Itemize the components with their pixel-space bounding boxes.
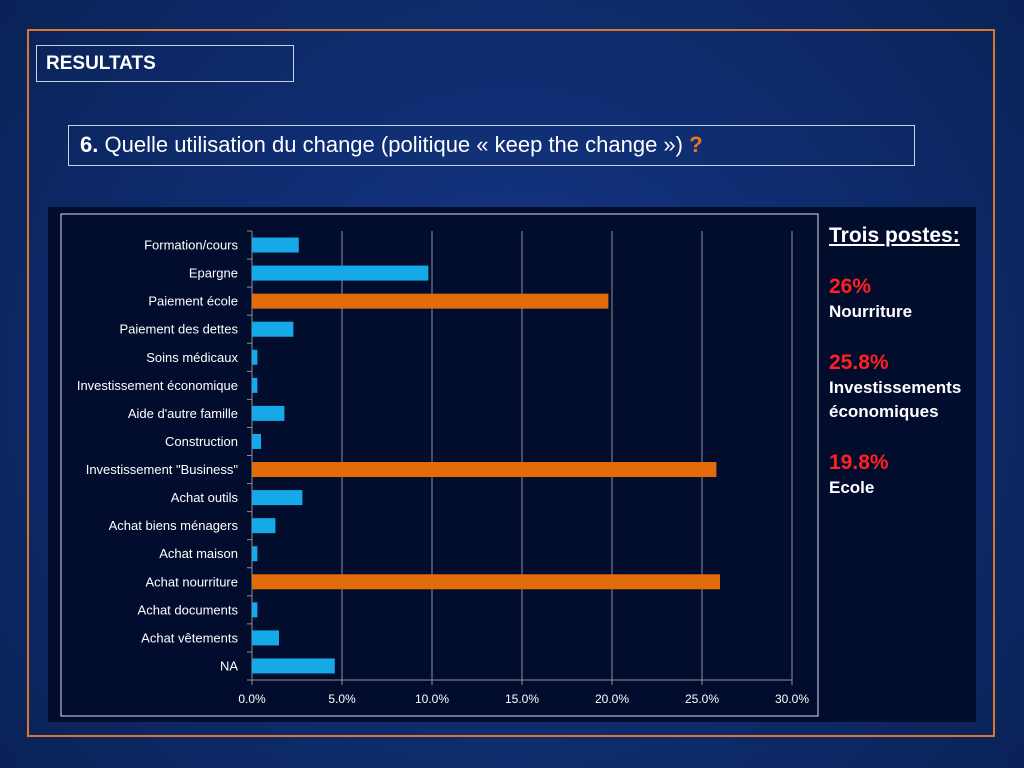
x-tick-label: 25.0% (685, 692, 719, 706)
bar (252, 349, 258, 365)
category-label: Investissement "Business" (86, 462, 239, 477)
summary-panel: Trois postes: 26% Nourriture 25.8% Inves… (829, 224, 979, 500)
x-tick-label: 15.0% (505, 692, 539, 706)
bar (252, 433, 261, 449)
category-label: Achat vêtements (141, 630, 238, 645)
x-tick-labels: 0.0% 5.0% 10.0% 15.0% 20.0% 25.0% 30.0% (238, 692, 809, 706)
bar (252, 490, 303, 506)
bar (252, 377, 258, 393)
summary-percent: 19.8% (829, 451, 889, 474)
summary-percent: 25.8% (829, 351, 889, 374)
category-label: Paiement des dettes (119, 322, 238, 337)
category-label: Achat documents (138, 602, 239, 617)
bars (252, 237, 720, 674)
bar (252, 630, 279, 646)
bar (252, 602, 258, 618)
summary-item: 25.8% Investissements économiques (829, 350, 979, 424)
bar (252, 546, 258, 562)
summary-title: Trois postes: (829, 224, 960, 247)
bar (252, 405, 285, 421)
category-label: Achat nourriture (146, 574, 239, 589)
category-label: Epargne (189, 266, 238, 281)
category-label: Achat outils (171, 490, 239, 505)
chart-panel: Formation/cours Epargne Paiement école Paie… (48, 207, 976, 722)
x-tick-label: 20.0% (595, 692, 629, 706)
category-label: Soins médicaux (146, 350, 238, 365)
bar (252, 462, 717, 478)
bar (252, 321, 294, 337)
bar-chart: Formation/cours Epargne Paiement école Paie… (60, 213, 819, 717)
bar (252, 658, 335, 674)
bar (252, 237, 299, 253)
x-tick-label: 5.0% (328, 692, 356, 706)
question-text: Quelle utilisation du change (politique … (104, 132, 683, 157)
question-mark: ? (689, 132, 703, 157)
category-label: NA (220, 658, 238, 673)
bar (252, 518, 276, 534)
section-label-text: RESULTATS (46, 53, 156, 74)
bar (252, 574, 720, 590)
category-labels: Formation/cours Epargne Paiement école Paie… (77, 238, 239, 674)
bar (252, 293, 609, 309)
chart-border (60, 213, 819, 717)
category-label: Achat maison (159, 546, 238, 561)
summary-item: 19.8% Ecole (829, 450, 979, 500)
summary-label: Nourriture (829, 302, 913, 321)
category-label: Achat biens ménagers (109, 518, 239, 533)
summary-label: Ecole (829, 478, 875, 497)
x-tick-label: 0.0% (238, 692, 266, 706)
summary-item: 26% Nourriture (829, 274, 979, 324)
question-number: 6. (80, 132, 99, 157)
summary-label: Investissements économiques (829, 378, 962, 421)
category-label: Investissement économique (77, 378, 238, 393)
summary-percent: 26% (829, 275, 872, 298)
slide-frame (27, 29, 995, 737)
section-label: RESULTATS (36, 45, 294, 82)
question-box: 6. Quelle utilisation du change (politiq… (68, 125, 915, 166)
category-label: Aide d'autre famille (128, 406, 238, 421)
category-label: Construction (165, 434, 238, 449)
x-tick-label: 30.0% (775, 692, 809, 706)
x-tick-label: 10.0% (415, 692, 449, 706)
category-label: Formation/cours (144, 238, 238, 253)
bar (252, 265, 429, 281)
category-label: Paiement école (148, 294, 238, 309)
